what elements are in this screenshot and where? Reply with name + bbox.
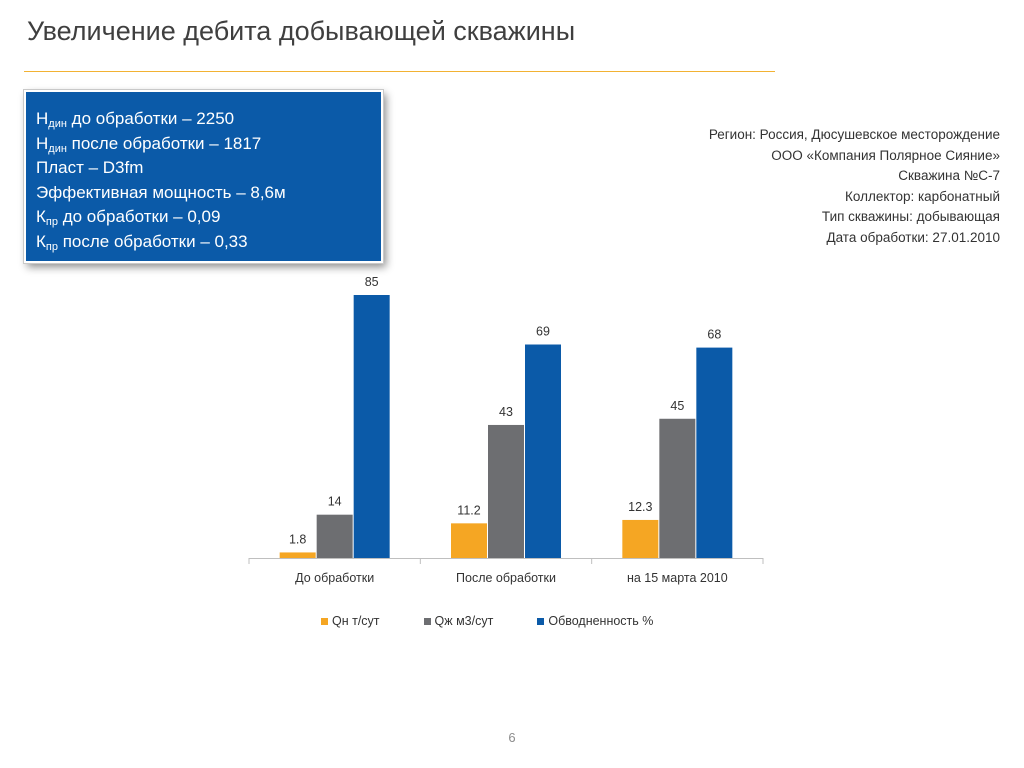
bar	[279, 552, 316, 558]
legend-swatch-qzh	[423, 617, 431, 625]
legend-label-qzh: Qж м3/сут	[434, 614, 494, 628]
data-label: 85	[365, 275, 379, 289]
data-label: 69	[536, 325, 550, 339]
title-divider	[24, 71, 775, 72]
data-label: 45	[670, 399, 684, 413]
info-line-subscript: пр	[45, 240, 58, 253]
meta-well: Скважина №С-7	[898, 168, 1000, 183]
bar	[525, 344, 561, 558]
legend-swatch-qn	[321, 617, 328, 625]
info-line-main: К	[36, 207, 46, 226]
legend-swatch-watercut	[537, 617, 545, 625]
info-line-kpr-after: Кпр после обработки – 0,33	[36, 230, 381, 255]
bar	[316, 514, 353, 558]
data-label: 1.8	[289, 532, 306, 546]
info-line-rest: до обработки – 2250	[66, 109, 235, 128]
legend-item-watercut: Обводненность %	[537, 614, 653, 628]
well-meta-info: Регион: Россия, Дюсушевское месторождени…	[709, 125, 1000, 248]
legend-label-qn: Qн т/сут	[332, 614, 380, 628]
legend-label-watercut: Обводненность %	[548, 614, 654, 628]
info-line-thickness: Эффективная мощность – 8,6м	[36, 182, 286, 202]
meta-well-type: Тип скважины: добывающая	[821, 209, 1000, 224]
info-line-subscript: дин	[48, 142, 67, 155]
meta-region: Регион: Россия, Дюсушевское месторождени…	[708, 127, 1000, 142]
data-label: 12.3	[628, 500, 652, 514]
info-line-rest: после обработки – 1817	[66, 133, 262, 153]
meta-treatment-date: Дата обработки: 27.01.2010	[826, 229, 1000, 245]
info-line-formation: Пласт – D3fm	[36, 158, 144, 177]
legend-item-qzh: Qж м3/сут	[423, 614, 494, 628]
slide-title: Увеличение дебита добывающей скважины	[27, 16, 576, 46]
meta-company: ООО «Компания Полярное Сияние»	[771, 147, 1000, 163]
bar	[659, 418, 696, 558]
bar	[622, 519, 659, 558]
page-number: 6	[508, 730, 516, 745]
info-line-hdyn-after: Ндин после обработки – 1817	[36, 132, 381, 157]
well-parameters-box: Ндин до обработки – 2250 Ндин после обра…	[24, 90, 383, 263]
info-line-hdyn-before: Ндин до обработки – 2250	[36, 107, 381, 132]
info-line-main: К	[36, 231, 46, 251]
data-label: 11.2	[457, 503, 480, 517]
bar	[488, 424, 524, 558]
info-line-rest: после обработки – 0,33	[57, 231, 248, 251]
data-label: 68	[707, 328, 721, 342]
category-label: После обработки	[456, 571, 556, 585]
info-line-subscript: дин	[48, 118, 67, 130]
info-line-subscript: пр	[45, 216, 58, 228]
info-line-rest: до обработки – 0,09	[57, 207, 221, 226]
bar	[696, 347, 733, 558]
category-label: на 15 марта 2010	[627, 571, 728, 585]
bar	[451, 523, 487, 558]
info-line-main: Н	[36, 133, 49, 153]
data-label: 43	[499, 405, 513, 419]
info-line-kpr-before: Кпр до обработки – 0,09	[36, 205, 381, 230]
category-label: До обработки	[295, 571, 374, 585]
info-line-main: Н	[36, 109, 49, 128]
chart-legend: Qн т/сут Qж м3/сут Обводненность %	[321, 614, 697, 628]
meta-collector: Коллектор: карбонатный	[845, 188, 1000, 204]
bar	[353, 295, 390, 558]
data-label: 14	[328, 495, 342, 509]
legend-item-qn: Qн т/сут	[321, 614, 380, 628]
